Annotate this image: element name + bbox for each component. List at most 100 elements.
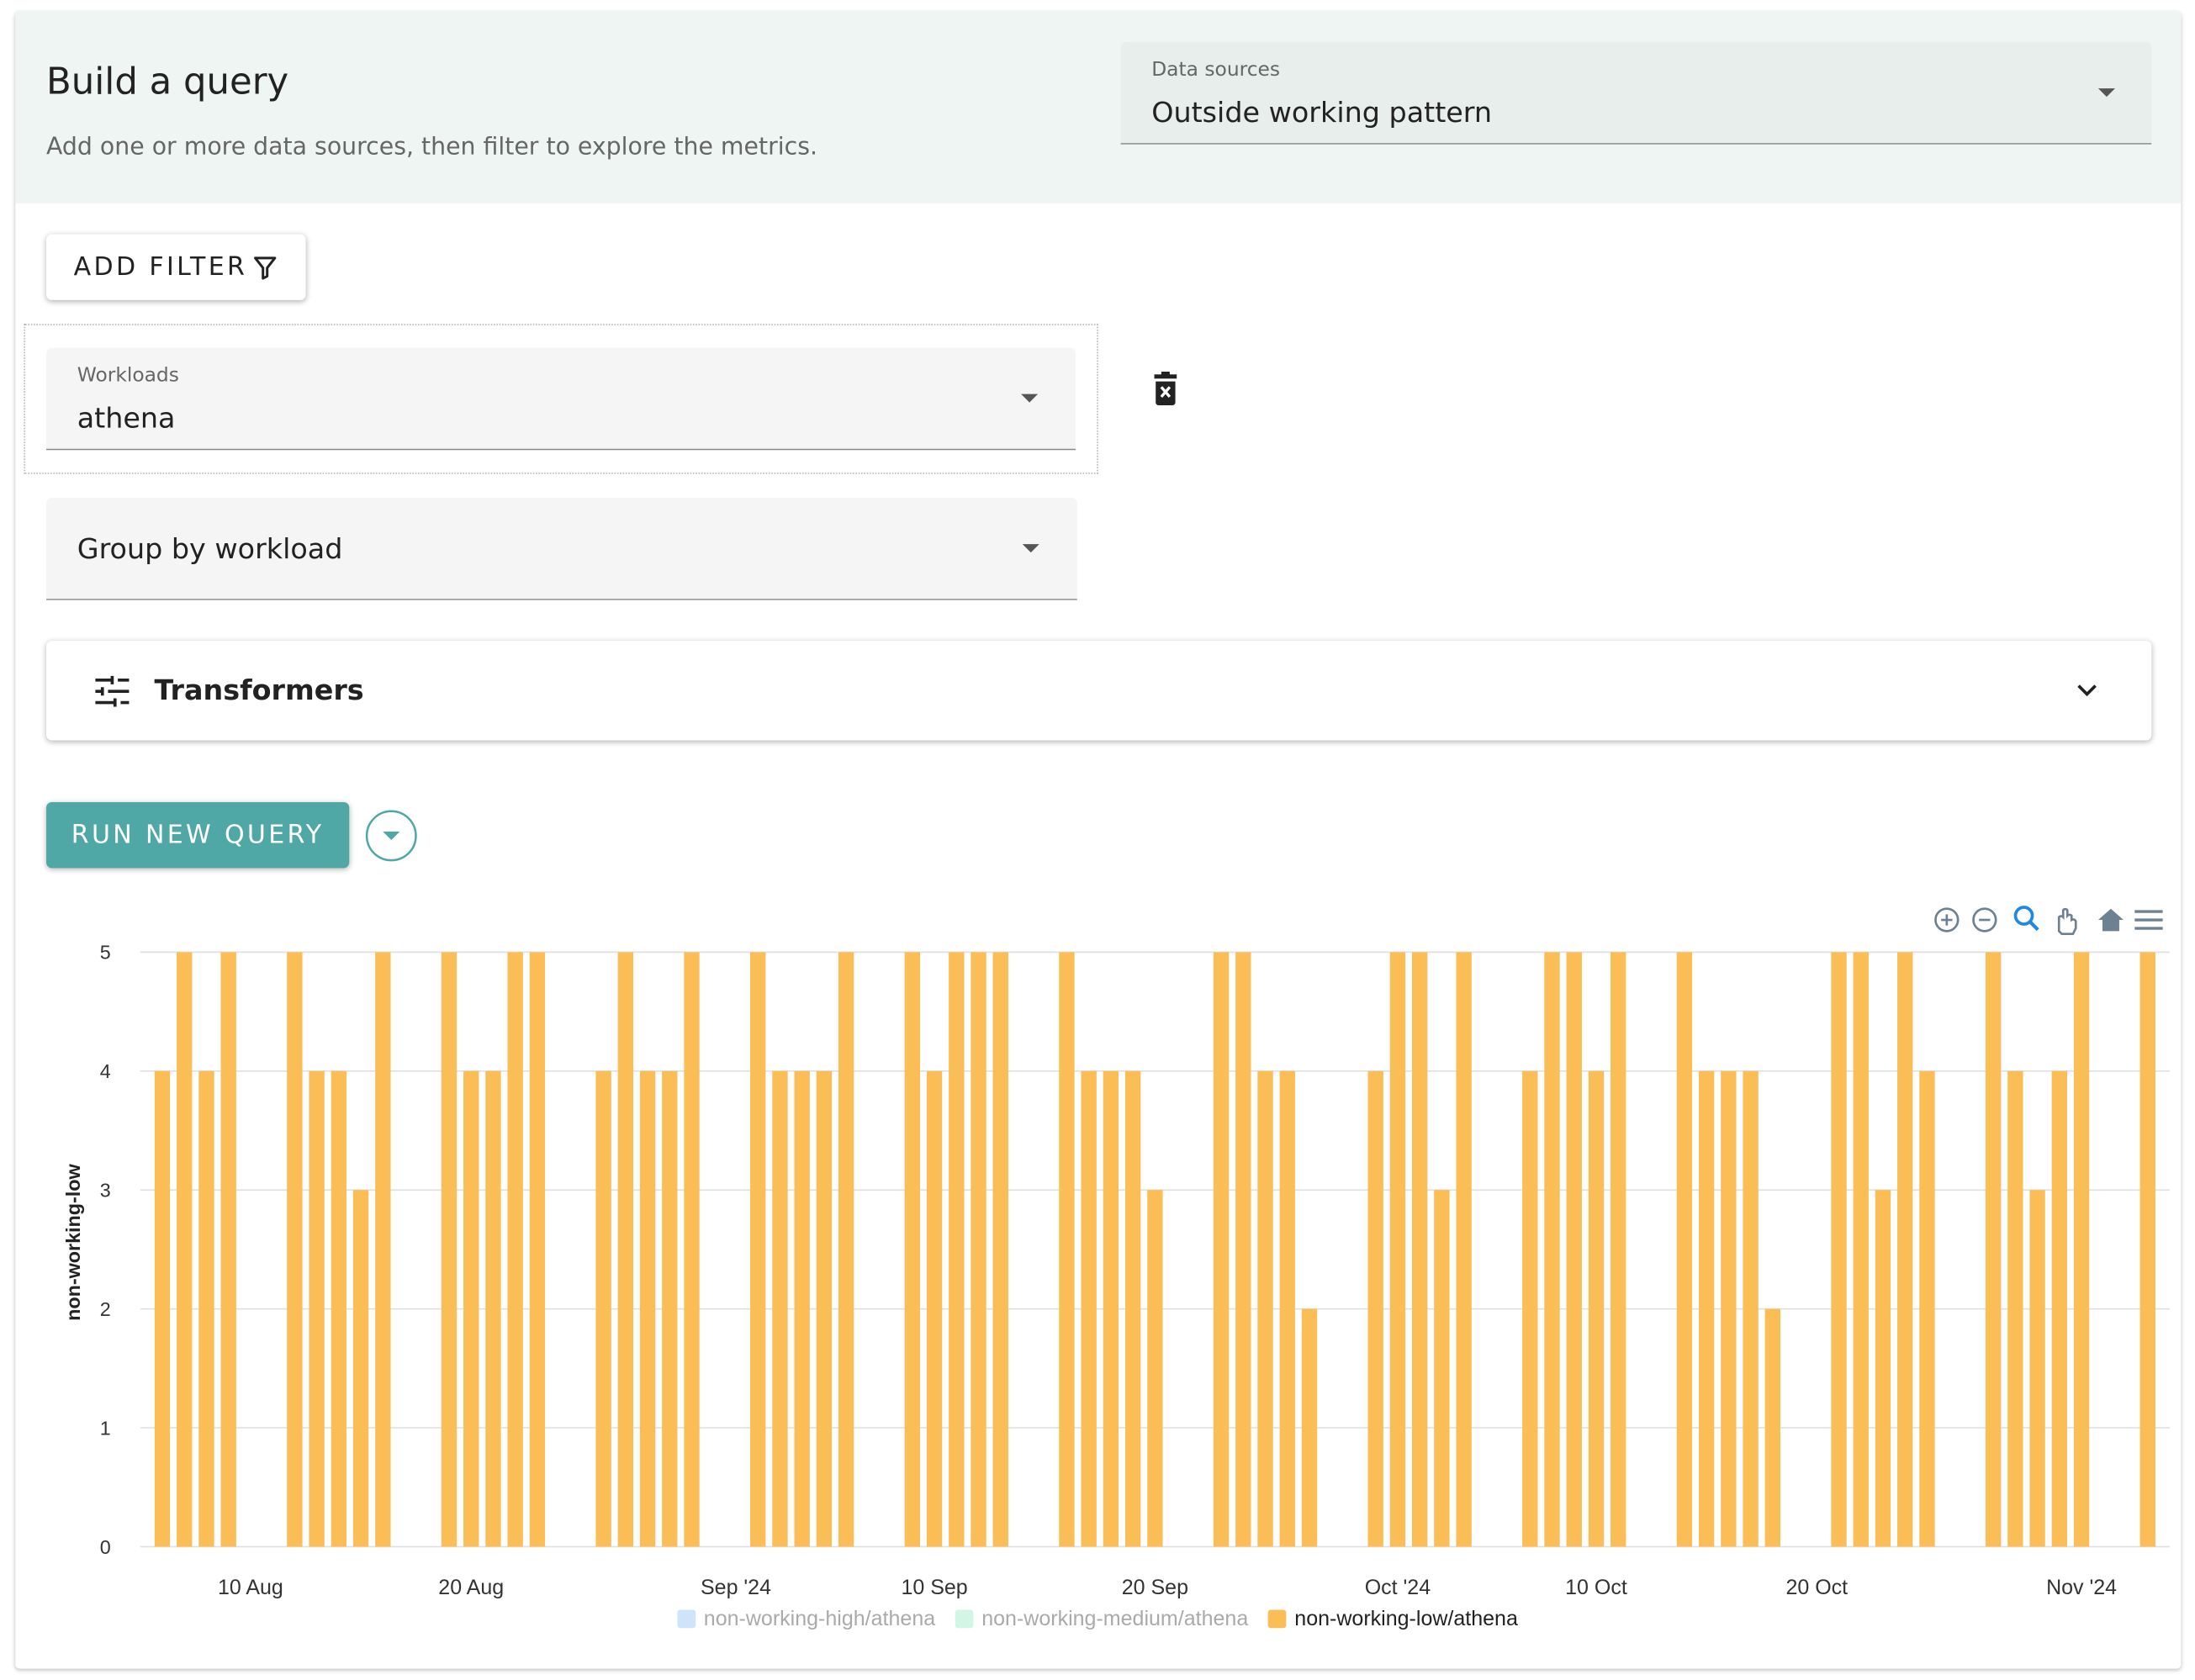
bar <box>1213 952 1230 1547</box>
select-value: Outside working pattern <box>1151 95 1493 129</box>
x-tick-label: 10 Sep <box>901 1576 967 1599</box>
bar <box>220 952 236 1547</box>
expand-icon <box>2077 684 2097 697</box>
group-by-select[interactable]: Group by workload <box>46 498 1077 600</box>
bar <box>1853 952 1869 1547</box>
bar <box>2029 1190 2045 1547</box>
x-tick-label: 10 Aug <box>218 1576 283 1599</box>
legend-item[interactable]: non-working-high/athena <box>677 1607 935 1631</box>
legend-item[interactable]: non-working-low/athena <box>1267 1607 1518 1631</box>
bar <box>529 952 546 1547</box>
bar <box>1522 1070 1538 1547</box>
bar <box>1434 1190 1450 1547</box>
filter-icon <box>254 256 278 279</box>
bar <box>441 952 458 1547</box>
home-icon[interactable] <box>2097 908 2124 932</box>
legend-swatch <box>955 1609 974 1629</box>
button-text: ADD FILTER <box>73 252 248 283</box>
toolbar <box>1934 906 2163 936</box>
bar <box>904 952 921 1547</box>
bar <box>2007 1070 2023 1547</box>
bar <box>1081 1070 1097 1547</box>
data-sources-select[interactable]: Data sources Outside working pattern <box>1120 42 2152 145</box>
bar <box>1411 952 1428 1547</box>
select-value: athena <box>77 400 176 435</box>
legend-item[interactable]: non-working-medium/athena <box>955 1607 1249 1631</box>
bar <box>507 952 523 1547</box>
filter-box <box>24 324 1098 474</box>
title: Build a query <box>46 61 289 104</box>
pan-icon[interactable] <box>2057 907 2077 936</box>
bar <box>1875 1190 1891 1547</box>
bar <box>1566 952 1582 1547</box>
workloads-select[interactable]: Workloads athena <box>46 347 1076 451</box>
select-label: Workloads <box>77 364 179 388</box>
bar <box>352 1190 369 1547</box>
bar <box>375 952 391 1547</box>
bar <box>1257 1070 1273 1547</box>
x-tick-label: 20 Oct <box>1785 1576 1848 1599</box>
bar <box>309 1070 325 1547</box>
bar <box>816 1070 833 1547</box>
bar <box>1985 952 2002 1547</box>
bar <box>1059 952 1075 1547</box>
bar <box>1743 1070 1759 1547</box>
bar <box>1147 1190 1163 1547</box>
bar <box>1611 952 1626 1547</box>
bar <box>1544 952 1560 1547</box>
x-tick-label: Oct '24 <box>1365 1576 1431 1599</box>
run-options-button[interactable] <box>363 808 420 864</box>
select-label: Data sources <box>1151 59 1281 82</box>
bar <box>684 952 700 1547</box>
bar <box>1235 952 1251 1547</box>
bar <box>794 1070 810 1547</box>
x-tick-label: Sep '24 <box>701 1576 771 1599</box>
bar <box>1301 1308 1318 1547</box>
legend: non-working-high/athena non-working-mediu… <box>0 1607 2195 1631</box>
subtitle: Add one or more data sources, then filte… <box>46 133 817 161</box>
zoom-icon[interactable] <box>2013 906 2034 926</box>
x-tick-label: Nov '24 <box>2046 1576 2117 1599</box>
x-tick-label: 20 Sep <box>1122 1576 1188 1599</box>
legend-label: non-working-medium/athena <box>981 1607 1249 1631</box>
bar <box>1919 1070 1935 1547</box>
transformers-panel[interactable]: Transformers <box>46 641 2152 741</box>
legend-label: non-working-low/athena <box>1294 1607 1518 1631</box>
bar <box>772 1070 788 1547</box>
bar <box>463 1070 479 1547</box>
caret <box>1022 544 1039 553</box>
add-filter-button[interactable]: ADD FILTER <box>46 234 306 300</box>
y-tick-label: 3 <box>100 1180 111 1202</box>
delete-icon[interactable] <box>1150 371 1182 407</box>
bar <box>1279 1070 1295 1547</box>
bar <box>838 952 854 1547</box>
legend-swatch <box>1267 1609 1287 1629</box>
button-text: RUN NEW QUERY <box>71 820 325 850</box>
caret <box>2097 88 2115 98</box>
bar <box>1124 1070 1141 1547</box>
y-tick-label: 2 <box>100 1298 111 1320</box>
tune-icon <box>95 675 130 707</box>
bar <box>331 1070 347 1547</box>
bar <box>926 1070 943 1547</box>
zoom-in-icon[interactable] <box>1934 907 1960 932</box>
x-tick-label: 10 Oct <box>1565 1576 1627 1599</box>
bar <box>2051 1070 2067 1547</box>
legend-swatch <box>677 1609 696 1629</box>
bar <box>1831 952 1847 1547</box>
bar <box>1721 1070 1737 1547</box>
bar <box>1764 1308 1781 1547</box>
bar <box>1103 1070 1119 1547</box>
bar <box>1456 952 1472 1547</box>
run-query-button[interactable]: RUN NEW QUERY <box>46 801 350 869</box>
y-tick-label: 1 <box>100 1417 111 1439</box>
bar <box>639 1070 656 1547</box>
y-tick-label: 0 <box>100 1536 111 1558</box>
y-tick-label: 4 <box>100 1060 111 1082</box>
bar <box>2139 952 2155 1547</box>
zoom-out-icon[interactable] <box>1972 907 1997 932</box>
menu-icon[interactable] <box>2134 910 2163 930</box>
bar <box>1676 952 1693 1547</box>
